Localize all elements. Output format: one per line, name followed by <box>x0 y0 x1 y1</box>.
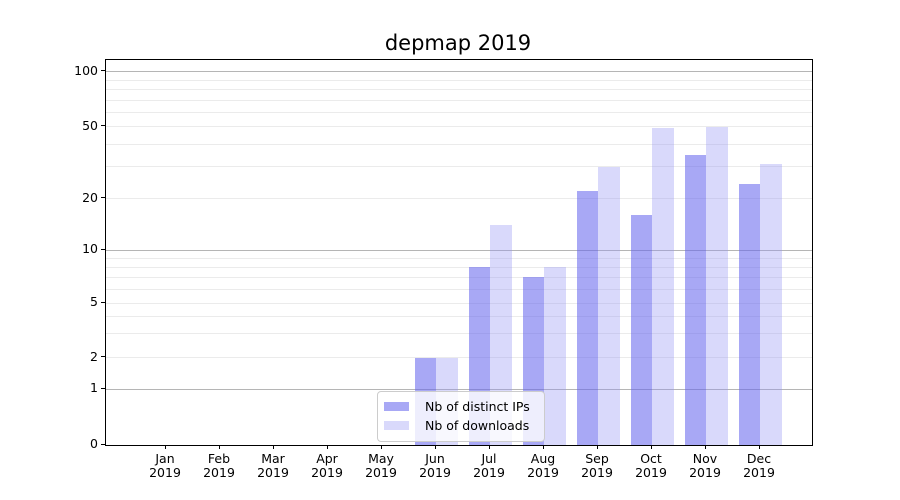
y-tick-label-50: 50 <box>82 117 98 133</box>
y-tick-mark-2 <box>101 356 105 357</box>
x-tick-label-jan-2019: Jan 2019 <box>149 451 181 480</box>
gridline-minor-70 <box>106 99 812 101</box>
nb-of-downloads-bar-oct-2019 <box>652 128 674 445</box>
y-tick-label-1: 1 <box>90 380 98 395</box>
y-tick-label-10: 10 <box>82 241 98 256</box>
legend-item-downloads: Nb of downloads <box>384 416 537 435</box>
y-tick-mark-50 <box>101 125 105 127</box>
x-tick-label-feb-2019: Feb 2019 <box>203 451 235 480</box>
downloads-swatch-icon <box>384 421 409 430</box>
gridline-minor-4 <box>106 315 812 317</box>
legend-label-distinct-ips: Nb of distinct IPs <box>425 399 530 414</box>
y-tick-mark-20 <box>101 197 105 199</box>
y-tick-label-100: 100 <box>74 62 98 78</box>
gridline-minor-80 <box>106 88 812 90</box>
gridline-minor-50 <box>106 126 812 128</box>
gridline-major-10 <box>106 249 812 251</box>
nb-of-downloads-bar-jul-2019 <box>490 225 512 445</box>
x-tick-mark-nov-2019 <box>705 445 706 449</box>
x-tick-mark-feb-2019 <box>219 445 220 449</box>
legend: Nb of distinct IPs Nb of downloads <box>377 391 545 442</box>
y-tick-label-0: 0 <box>90 436 98 451</box>
x-tick-mark-dec-2019 <box>759 445 760 449</box>
gridline-minor-90 <box>106 79 812 81</box>
y-tick-mark-5 <box>101 301 105 303</box>
gridline-minor-7 <box>106 276 812 278</box>
x-tick-label-dec-2019: Dec 2019 <box>743 451 775 480</box>
gridline-minor-6 <box>106 288 812 290</box>
gridline-major-1 <box>106 388 812 390</box>
nb-of-downloads-bar-nov-2019 <box>706 126 728 445</box>
y-tick-label-5: 5 <box>90 294 98 309</box>
legend-label-downloads: Nb of downloads <box>425 418 530 433</box>
x-tick-mark-jul-2019 <box>489 445 490 449</box>
gridline-minor-9 <box>106 257 812 259</box>
y-tick-mark-1 <box>101 387 105 389</box>
x-tick-label-oct-2019: Oct 2019 <box>635 451 667 480</box>
x-tick-mark-aug-2019 <box>543 445 544 449</box>
gridline-minor-2 <box>106 357 812 358</box>
legend-item-distinct-ips: Nb of distinct IPs <box>384 397 537 416</box>
distinct-ips-swatch-icon <box>384 402 409 411</box>
x-tick-mark-oct-2019 <box>651 445 652 449</box>
gridline-minor-20 <box>106 198 812 200</box>
gridline-minor-3 <box>106 332 812 334</box>
x-tick-mark-jun-2019 <box>435 445 436 449</box>
gridline-minor-5 <box>106 302 812 304</box>
x-tick-mark-apr-2019 <box>327 445 328 449</box>
plot-area <box>105 59 813 446</box>
y-tick-mark-10 <box>101 248 105 250</box>
nb-of-distinct-ips-bar-dec-2019 <box>738 184 760 445</box>
x-tick-mark-may-2019 <box>381 445 382 449</box>
x-tick-label-may-2019: May 2019 <box>365 451 397 480</box>
gridline-minor-60 <box>106 111 812 113</box>
gridline-minor-30 <box>106 166 812 168</box>
y-tick-label-2: 2 <box>90 348 98 364</box>
x-tick-label-sep-2019: Sep 2019 <box>581 451 613 480</box>
x-tick-mark-jan-2019 <box>165 445 166 449</box>
y-tick-label-20: 20 <box>82 189 98 205</box>
nb-of-downloads-bar-dec-2019 <box>760 164 782 445</box>
nb-of-downloads-bar-sep-2019 <box>598 166 620 445</box>
gridline-minor-40 <box>106 143 812 145</box>
nb-of-distinct-ips-bar-nov-2019 <box>684 154 706 445</box>
gridline-minor-8 <box>106 266 812 268</box>
x-tick-mark-mar-2019 <box>273 445 274 449</box>
x-tick-label-mar-2019: Mar 2019 <box>257 451 289 480</box>
gridline-major-100 <box>106 71 812 73</box>
x-tick-label-jul-2019: Jul 2019 <box>473 451 505 480</box>
x-tick-mark-sep-2019 <box>597 445 598 449</box>
nb-of-distinct-ips-bar-sep-2019 <box>576 191 598 445</box>
x-tick-label-apr-2019: Apr 2019 <box>311 451 343 480</box>
x-tick-label-jun-2019: Jun 2019 <box>419 451 451 480</box>
y-tick-mark-100 <box>101 70 105 72</box>
nb-of-distinct-ips-bar-oct-2019 <box>630 215 652 445</box>
x-tick-label-nov-2019: Nov 2019 <box>689 451 721 480</box>
chart-title: depmap 2019 <box>384 31 532 55</box>
nb-of-downloads-bar-aug-2019 <box>544 267 566 445</box>
x-tick-label-aug-2019: Aug 2019 <box>527 451 559 480</box>
y-tick-mark-0 <box>101 443 105 445</box>
